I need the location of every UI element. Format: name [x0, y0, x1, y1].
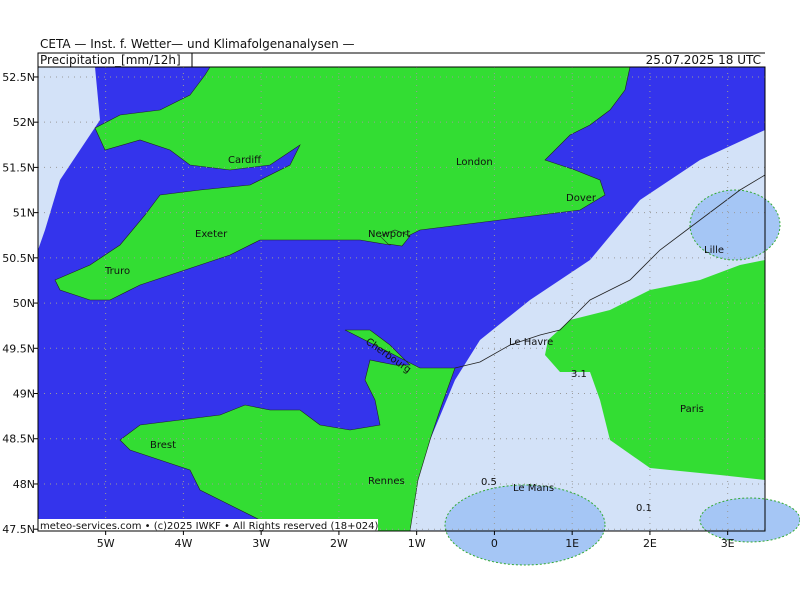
city-label: Newport — [368, 229, 410, 240]
y-tick-label: 51N — [13, 207, 35, 220]
city-label: Lille — [704, 245, 724, 256]
city-label: Dover — [566, 193, 597, 204]
land-dry — [379, 229, 411, 247]
y-tick-label: 52.5N — [2, 71, 35, 84]
city-label: Rennes — [368, 476, 405, 487]
city-label: Cardiff — [228, 155, 262, 166]
x-tick-label: 1W — [408, 537, 426, 550]
light-precip — [38, 67, 100, 250]
y-tick-label: 51.5N — [2, 161, 35, 174]
x-tick-label: 1E — [565, 537, 579, 550]
copyright: meteo-services.com • (c)2025 IWKF • All … — [40, 521, 379, 532]
axes: 5W 4W 3W 2W 1W 0 1E 2E 3E 47.5N 48N 48.5N 49N 49.5N 50… — [2, 71, 734, 550]
x-tick-label: 3E — [721, 537, 735, 550]
city-label: Truro — [104, 266, 130, 277]
x-tick-label: 4W — [174, 537, 192, 550]
map-layers — [38, 66, 800, 566]
map-frame — [37, 66, 766, 532]
city-label: Brest — [150, 440, 176, 451]
moderate-precip — [444, 484, 606, 566]
y-tick-label: 48N — [13, 478, 35, 491]
land-dry — [119, 329, 456, 532]
x-tick-label: 5W — [97, 537, 115, 550]
y-tick-label: 49N — [13, 388, 35, 401]
city-label: Paris — [680, 404, 704, 415]
product-title: Precipitation_[mm/12h] — [40, 53, 181, 67]
contour-label: 0.5 — [481, 477, 497, 488]
x-tick-label: 2E — [643, 537, 657, 550]
source-title: CETA — Inst. f. Wetter— und Klimafolgena… — [40, 37, 355, 51]
y-tick-label: 50.5N — [2, 252, 35, 265]
city-label: London — [456, 157, 493, 168]
y-tick-label: 48.5N — [2, 433, 35, 446]
land-dry — [54, 66, 631, 301]
footer-box — [38, 519, 378, 531]
y-tick-label: 52N — [13, 116, 35, 129]
contour-label: 0.1 — [636, 503, 652, 514]
y-tick-label: 49.5N — [2, 342, 35, 355]
x-tick-label: 2W — [330, 537, 348, 550]
x-tick-label: 0 — [491, 537, 498, 550]
moderate-precip — [699, 497, 800, 543]
city-label: Exeter — [195, 229, 228, 240]
city-label: Le Havre — [509, 337, 553, 348]
moderate-precip — [689, 189, 781, 261]
contour-label: 3.1 — [571, 369, 587, 380]
city-label: Le Mans — [513, 483, 554, 494]
y-tick-label: 47.5N — [2, 523, 35, 536]
y-tick-label: 50N — [13, 297, 35, 310]
land-rain — [545, 260, 765, 480]
coastline — [454, 174, 766, 369]
x-tick-label: 3W — [252, 537, 270, 550]
valid-time: 25.07.2025 18 UTC — [646, 53, 761, 67]
